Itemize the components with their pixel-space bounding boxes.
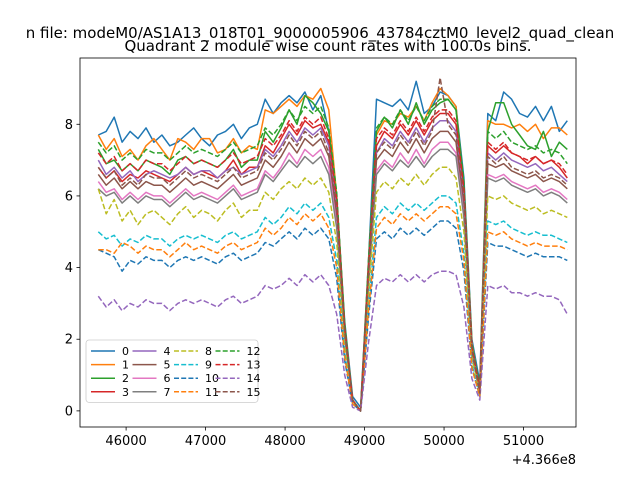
x-tick-label: 49000	[344, 434, 385, 449]
x-axis-ticks: 46000 47000 48000 49000 50000 51000	[105, 427, 544, 449]
series-7-line	[97, 148, 568, 412]
x-tick-label: 46000	[105, 434, 146, 449]
series-13-line	[97, 109, 568, 412]
y-tick-label: 8	[65, 118, 73, 133]
x-tick-label: 50000	[423, 434, 464, 449]
series-11-line	[98, 205, 568, 412]
legend-label-12: 12	[247, 345, 261, 358]
series-12-line	[97, 98, 568, 412]
y-axis-ticks: 0 2 4 6 8	[65, 118, 80, 419]
legend-label-7: 7	[164, 386, 171, 399]
y-tick-label: 2	[65, 333, 73, 348]
x-offset-label: +4.366e8	[512, 453, 576, 468]
legend-label-1: 1	[122, 359, 129, 372]
legend-label-9: 9	[205, 359, 212, 372]
series-lines	[97, 76, 568, 412]
chart-title: Quadrant 2 module wise count rates with …	[124, 37, 531, 55]
legend-label-11: 11	[205, 386, 219, 399]
legend-label-14: 14	[247, 372, 261, 385]
series-14-line	[97, 270, 568, 412]
plot-frame	[79, 57, 577, 428]
y-tick-label: 6	[65, 189, 73, 204]
series-15-line	[97, 76, 568, 412]
legend-label-3: 3	[122, 386, 129, 399]
legend-label-6: 6	[164, 372, 171, 385]
y-tick-label: 4	[65, 261, 73, 276]
series-8-line	[97, 166, 568, 412]
series-6-line	[97, 141, 568, 412]
legend-label-4: 4	[164, 345, 171, 358]
figure-title: n file: modeM0/AS1A13_018T01_9000005906_…	[26, 24, 615, 43]
series-10-line	[97, 220, 568, 412]
legend-label-15: 15	[247, 386, 261, 399]
x-tick-label: 47000	[185, 434, 226, 449]
x-tick-label: 51000	[503, 434, 544, 449]
series-9-line	[97, 195, 568, 412]
legend-label-0: 0	[122, 345, 129, 358]
series-1-line	[97, 87, 568, 412]
x-tick-label: 48000	[264, 434, 305, 449]
legend-label-13: 13	[247, 359, 261, 372]
legend-label-10: 10	[205, 372, 219, 385]
legend-frame	[85, 339, 259, 403]
legend-label-8: 8	[205, 345, 212, 358]
legend-label-5: 5	[164, 359, 171, 372]
legend-label-2: 2	[122, 372, 129, 385]
y-tick-label: 0	[65, 404, 73, 419]
